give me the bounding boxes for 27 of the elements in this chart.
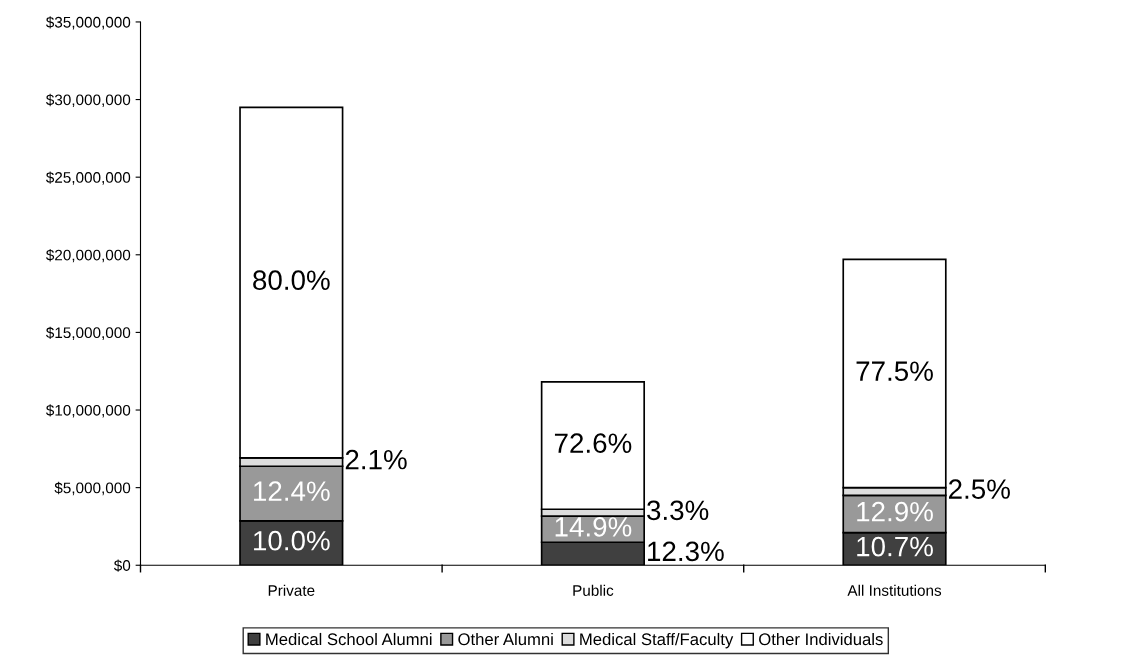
y-tick-label: $10,000,000 <box>45 404 131 418</box>
y-tick-label: $0 <box>113 559 131 572</box>
legend-label: Medical School Alumni <box>266 632 432 646</box>
annotation: 12.3% <box>648 541 724 562</box>
legend-label: Other Individuals <box>759 632 883 646</box>
y-tick-label: $15,000,000 <box>45 326 131 340</box>
legend-label: Medical Staff/Faculty <box>580 632 734 649</box>
annotation: 12.4% <box>254 481 330 501</box>
annotation: 80.0% <box>253 270 330 291</box>
y-tick-label: $25,000,000 <box>45 171 131 185</box>
annotation: 2.5% <box>949 479 1010 499</box>
annotation: 12.9% <box>857 501 933 522</box>
annotation: 10.0% <box>254 530 330 551</box>
x-tick-label: Public <box>573 584 614 596</box>
y-tick-label: $35,000,000 <box>45 16 131 30</box>
x-tick-label: All Institutions <box>847 584 942 596</box>
annotation: 72.6% <box>554 433 632 454</box>
x-tick-label: Private <box>268 584 315 596</box>
annotation: 10.7% <box>857 536 933 557</box>
annotation: 77.5% <box>856 361 933 381</box>
legend-label: Other Alumni <box>458 632 553 646</box>
annotation: 3.3% <box>647 500 709 521</box>
annotation: 2.1% <box>345 449 407 470</box>
y-tick-label: $20,000,000 <box>45 249 131 263</box>
annotation: 14.9% <box>555 517 632 537</box>
y-tick-label: $30,000,000 <box>45 93 131 108</box>
y-tick-label: $5,000,000 <box>54 481 131 496</box>
